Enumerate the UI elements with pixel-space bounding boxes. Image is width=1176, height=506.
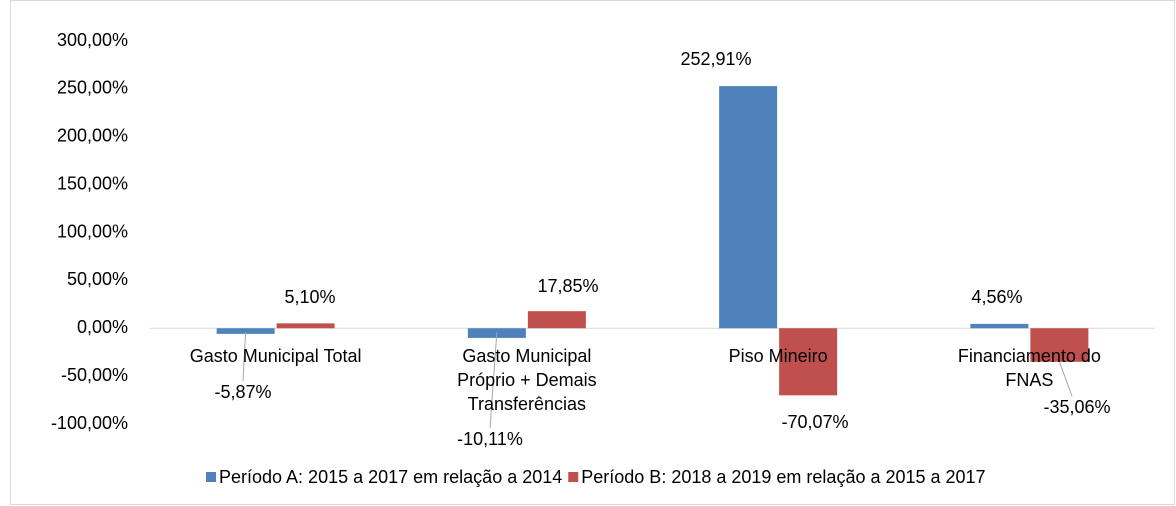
data-label: -10,11%	[457, 429, 523, 449]
y-tick-label: 300,00%	[57, 30, 128, 50]
y-tick-label: 200,00%	[57, 126, 128, 146]
y-tick-label: 50,00%	[67, 269, 128, 289]
x-tick-label: Financiamento do FNAS	[958, 346, 1101, 390]
bar	[276, 323, 335, 329]
x-tick-line: Próprio + Demais	[457, 370, 597, 390]
x-tick-line: Piso Mineiro	[729, 346, 828, 366]
data-label: -5,87%	[214, 382, 271, 402]
legend-swatch	[568, 472, 579, 482]
y-tick-label: 250,00%	[57, 78, 128, 98]
legend-label: Período A: 2015 a 2017 em relação a 2014	[219, 467, 562, 487]
x-tick-label: Gasto Municipal Total	[190, 346, 362, 366]
x-tick-label: Gasto Municipal Próprio + Demais Transferê…	[457, 346, 597, 414]
x-tick-label: Piso Mineiro	[729, 346, 828, 366]
data-label: 252,91%	[680, 49, 751, 69]
legend-swatch	[206, 472, 216, 482]
y-tick-label: -100,00%	[51, 413, 128, 433]
legend-label: Período B: 2018 a 2019 em relação a 2015…	[581, 467, 985, 487]
data-label: 17,85%	[537, 276, 598, 296]
y-tick-label: 0,00%	[77, 317, 128, 337]
x-tick-line: FNAS	[1005, 370, 1053, 390]
leader-line	[489, 332, 498, 429]
leader-line	[1058, 361, 1073, 397]
leader-line	[242, 332, 247, 382]
data-label: -70,07%	[781, 412, 848, 432]
y-tick-label: -50,00%	[61, 365, 128, 385]
bar	[216, 328, 275, 334]
data-label: -35,06%	[1043, 397, 1110, 417]
bar	[1030, 328, 1089, 362]
y-tick-label: 150,00%	[57, 173, 128, 193]
x-tick-line: Financiamento do	[958, 346, 1101, 366]
bar	[779, 328, 838, 396]
data-label: 4,56%	[971, 287, 1022, 307]
bar	[719, 86, 778, 329]
bar	[527, 311, 586, 329]
y-tick-label: 100,00%	[57, 221, 128, 241]
bar	[970, 323, 1029, 329]
data-label: 5,10%	[284, 287, 335, 307]
x-tick-line: Transferências	[468, 394, 586, 414]
chart-border	[10, 0, 1175, 505]
x-tick-line: Gasto Municipal	[462, 346, 591, 366]
x-tick-line: Gasto Municipal Total	[190, 346, 362, 366]
